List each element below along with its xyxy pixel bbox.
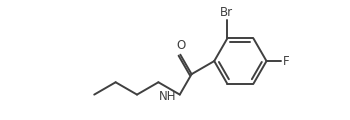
Text: NH: NH [159, 90, 177, 103]
Text: F: F [282, 55, 289, 68]
Text: Br: Br [220, 6, 233, 19]
Text: O: O [176, 39, 186, 52]
